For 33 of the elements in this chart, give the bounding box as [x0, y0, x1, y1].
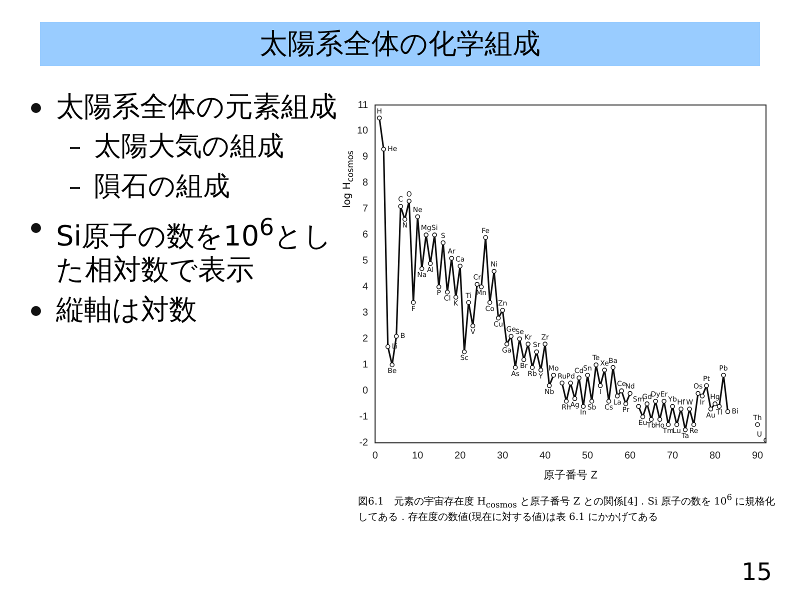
text: 隕石の組成: [94, 170, 230, 204]
y-tick-label: 6: [362, 230, 369, 241]
text: 図6.1 元素の宇宙存在度 H$_{cosmos}$ と原子番号 Z との関係[4]．Si 原子の数を 10$^{6}$ に規格化してある．存在度の数値(現在に対する値)は表 6.1 にかかげてある: [358, 492, 776, 524]
y-tick-label: 11: [358, 100, 369, 111]
y-tick-label: 10: [357, 126, 369, 137]
x-tick-label: 30: [497, 450, 509, 462]
x-tick-label: 90: [752, 450, 764, 462]
y-tick-label: -2: [359, 438, 369, 449]
x-tick-label: 60: [624, 450, 636, 462]
x-tick-label: 0: [372, 450, 378, 462]
x-tick-label: 70: [666, 450, 679, 462]
y-tick-label: 8: [362, 178, 369, 189]
x-tick-label: 50: [582, 450, 594, 462]
y-tick-label: -1: [359, 412, 369, 423]
y-tick-label: 7: [362, 204, 369, 215]
y-tick-label: 2: [362, 334, 369, 345]
y-tick-label: 5: [362, 256, 369, 267]
x-tick-label: 10: [412, 450, 424, 462]
text: 縦軸は対数: [56, 293, 197, 328]
y-tick-label: 1: [362, 360, 369, 371]
text: 太陽大気の組成: [94, 130, 284, 164]
chart-title: 太陽系全体の化学組成: [40, 22, 760, 66]
y-tick-label: 3: [362, 308, 369, 319]
y-tick-label: 0: [362, 386, 369, 397]
text: 15: [741, 558, 772, 586]
x-tick-label: 80: [709, 450, 722, 462]
x-axis-title: 原子番号 Z: [544, 468, 598, 482]
x-tick-label: 20: [454, 450, 466, 462]
x-tick-label: 40: [540, 450, 552, 462]
text: 太陽系全体の元素組成: [56, 90, 337, 124]
text: Si原子の数を10$^{6}$とした相対数で表示: [56, 212, 334, 288]
y-tick-label: 4: [362, 282, 369, 293]
y-tick-label: 9: [362, 152, 369, 163]
